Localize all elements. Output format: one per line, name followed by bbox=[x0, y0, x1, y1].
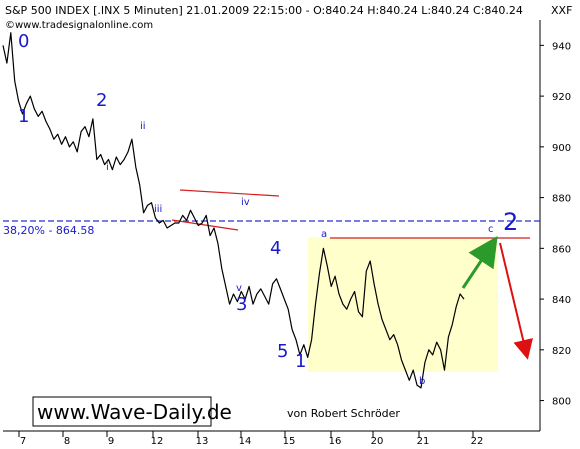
triangle-lower-line bbox=[171, 219, 239, 231]
wave-label: v bbox=[236, 283, 242, 294]
source-url: www.tradesignalonline.com bbox=[15, 20, 153, 31]
author-text: von Robert Schröder bbox=[287, 407, 400, 420]
wave-label: iv bbox=[241, 197, 250, 208]
fib-label: 38,20% - 864.58 bbox=[3, 224, 94, 237]
symbol-label: XXF bbox=[551, 4, 572, 17]
y-tick-label: 800 bbox=[552, 397, 571, 408]
brand-text: www.Wave-Daily.de bbox=[37, 400, 232, 424]
wave-label: 0 bbox=[18, 31, 29, 52]
wave-label: 4 bbox=[270, 238, 281, 259]
triangle-upper-line bbox=[179, 189, 280, 197]
wave-label: a bbox=[321, 229, 327, 240]
up-arrow bbox=[461, 236, 498, 289]
wave-label: 2 bbox=[96, 90, 107, 111]
copyright-icon: © bbox=[5, 20, 15, 31]
x-tick-label: 14 bbox=[239, 436, 252, 447]
x-tick-label: 8 bbox=[64, 436, 70, 447]
price-line bbox=[2, 32, 465, 389]
x-tick-label: 22 bbox=[471, 436, 484, 447]
wave-label: 1 bbox=[295, 351, 306, 372]
branding-box bbox=[32, 396, 212, 427]
y-tick-label: 860 bbox=[552, 244, 571, 255]
x-tick-label: 7 bbox=[20, 436, 26, 447]
y-tick-label: 840 bbox=[552, 295, 571, 306]
wave-label: iii bbox=[154, 204, 162, 215]
down-arrow bbox=[499, 242, 533, 360]
y-axis-ticks: 800 820 840 860 880 900 920 940 bbox=[540, 41, 571, 408]
wave-label: ii bbox=[140, 121, 146, 132]
y-tick-label: 820 bbox=[552, 346, 571, 357]
price-series bbox=[2, 32, 465, 389]
wave-label: 2 bbox=[503, 208, 518, 236]
x-tick-label: 20 bbox=[371, 436, 384, 447]
wave-label: 3 bbox=[236, 294, 247, 315]
correction-box bbox=[308, 237, 498, 372]
x-axis-ticks: 7 8 9 12 13 14 15 16 20 21 22 bbox=[18, 431, 484, 447]
wave-label: b bbox=[419, 376, 425, 387]
x-tick-label: 12 bbox=[151, 436, 164, 447]
wave-label: i bbox=[106, 162, 109, 173]
wave-label: 1 bbox=[18, 106, 29, 127]
x-tick-label: 16 bbox=[329, 436, 342, 447]
x-tick-label: 9 bbox=[108, 436, 114, 447]
chart-title: S&P 500 INDEX [.INX 5 Minuten] 21.01.200… bbox=[5, 4, 523, 17]
wave-label: c bbox=[488, 224, 494, 235]
y-tick-label: 880 bbox=[552, 194, 571, 205]
y-tick-label: 920 bbox=[552, 92, 571, 103]
wave-label: 5 bbox=[277, 341, 288, 362]
x-tick-label: 13 bbox=[196, 436, 209, 447]
y-tick-label: 900 bbox=[552, 143, 571, 154]
x-tick-label: 15 bbox=[283, 436, 296, 447]
x-tick-label: 21 bbox=[417, 436, 430, 447]
y-tick-label: 940 bbox=[552, 41, 571, 52]
